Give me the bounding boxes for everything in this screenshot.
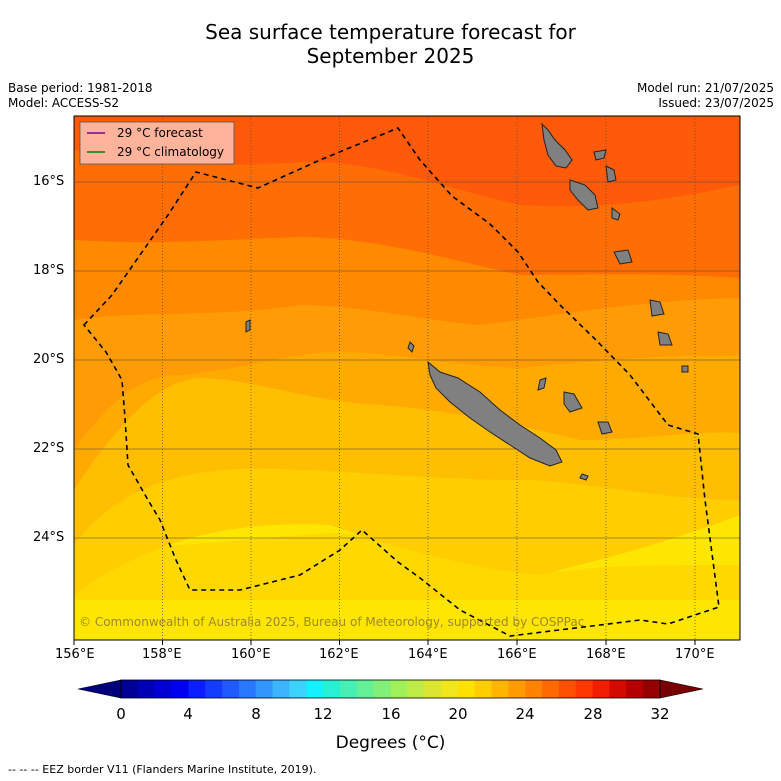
cb-label-24: 24 bbox=[515, 705, 535, 723]
colorbar-swatch bbox=[306, 680, 324, 698]
colorbar-swatch bbox=[137, 680, 156, 698]
eez-footnote: -- -- -- EEZ border V11 (Flanders Marine… bbox=[8, 763, 317, 776]
chart-title-line1: Sea surface temperature forecast for bbox=[205, 20, 576, 44]
model-label: Model: ACCESS-S2 bbox=[8, 96, 120, 110]
lon-tick-158: 158°E bbox=[142, 647, 182, 662]
lat-tick-18s: 18°S bbox=[33, 263, 65, 278]
lon-tick-166: 166°E bbox=[497, 647, 537, 662]
colorbar-swatch bbox=[558, 680, 577, 698]
chart-title-line2: September 2025 bbox=[306, 44, 475, 68]
colorbar-swatch bbox=[205, 680, 223, 698]
lon-tick-170: 170°E bbox=[675, 647, 715, 662]
colorbar-swatch bbox=[474, 680, 493, 698]
colorbar-swatch bbox=[121, 680, 139, 698]
cb-label-8: 8 bbox=[251, 705, 261, 723]
lon-tick-168: 168°E bbox=[586, 647, 626, 662]
sst-field: 29 °C forecast 29 °C climatology © Commo… bbox=[74, 116, 740, 640]
colorbar-swatch bbox=[272, 680, 290, 698]
legend-climatology-label: 29 °C climatology bbox=[117, 145, 224, 159]
cb-label-12: 12 bbox=[313, 705, 333, 723]
colorbar-swatch bbox=[289, 680, 307, 698]
colorbar-swatch bbox=[525, 680, 543, 698]
lat-tick-24s: 24°S bbox=[33, 530, 65, 545]
lon-tick-156: 156°E bbox=[55, 647, 95, 662]
colorbar-swatch bbox=[390, 680, 408, 698]
model-run-label: Model run: 21/07/2025 bbox=[636, 81, 774, 95]
colorbar-swatch bbox=[339, 680, 358, 698]
lat-tick-16s: 16°S bbox=[33, 174, 65, 189]
colorbar-swatch bbox=[171, 680, 189, 698]
colorbar-swatch bbox=[255, 680, 274, 698]
cb-label-20: 20 bbox=[448, 705, 468, 723]
lon-tick-164: 164°E bbox=[408, 647, 448, 662]
copyright-text: © Commonwealth of Australia 2025, Bureau… bbox=[79, 615, 584, 629]
map-frame bbox=[73, 115, 741, 641]
new-caledonia bbox=[427, 360, 563, 467]
graticule bbox=[74, 116, 740, 640]
base-period-label: Base period: 1981-2018 bbox=[8, 81, 153, 95]
colorbar bbox=[77, 679, 704, 699]
colorbar-swatch bbox=[643, 680, 661, 698]
colorbar-extend-low bbox=[77, 679, 122, 699]
vanuatu-north bbox=[541, 122, 573, 169]
colorbar-swatch bbox=[154, 680, 173, 698]
lat-tick-22s: 22°S bbox=[33, 441, 65, 456]
legend-box bbox=[79, 121, 235, 165]
colorbar-swatch bbox=[626, 680, 644, 698]
lat-tick-20s: 20°S bbox=[33, 352, 65, 367]
colorbar-swatch bbox=[491, 680, 509, 698]
colorbar-swatch bbox=[575, 680, 594, 698]
cb-label-4: 4 bbox=[183, 705, 193, 723]
colorbar-swatch bbox=[609, 680, 627, 698]
colorbar-swatch bbox=[238, 680, 257, 698]
colorbar-swatch bbox=[188, 680, 206, 698]
colorbar-swatch bbox=[592, 680, 610, 698]
colorbar-frame bbox=[120, 679, 661, 699]
tick-marks bbox=[73, 640, 696, 645]
colorbar-title: Degrees (°C) bbox=[335, 733, 446, 753]
cb-label-28: 28 bbox=[583, 705, 603, 723]
colorbar-swatch bbox=[424, 680, 442, 698]
colorbar-swatch bbox=[323, 680, 341, 698]
cb-label-0: 0 bbox=[116, 705, 126, 723]
colorbar-extend-high bbox=[659, 679, 704, 699]
lon-tick-160: 160°E bbox=[231, 647, 271, 662]
colorbar-swatch bbox=[222, 680, 240, 698]
eez-border bbox=[82, 127, 720, 637]
band-25 bbox=[74, 533, 740, 600]
cb-label-32: 32 bbox=[650, 705, 670, 723]
legend-forecast-label: 29 °C forecast bbox=[117, 126, 203, 140]
colorbar-swatch bbox=[457, 680, 476, 698]
colorbar-swatch bbox=[508, 680, 526, 698]
colorbar-swatch bbox=[356, 680, 375, 698]
colorbar-swatch bbox=[373, 680, 391, 698]
cb-label-16: 16 bbox=[381, 705, 401, 723]
issued-label: Issued: 23/07/2025 bbox=[658, 96, 774, 110]
colorbar-swatch bbox=[542, 680, 560, 698]
colorbar-swatch bbox=[441, 680, 459, 698]
lon-tick-162: 162°E bbox=[319, 647, 359, 662]
land-masses bbox=[245, 122, 689, 481]
colorbar-swatch bbox=[407, 680, 425, 698]
